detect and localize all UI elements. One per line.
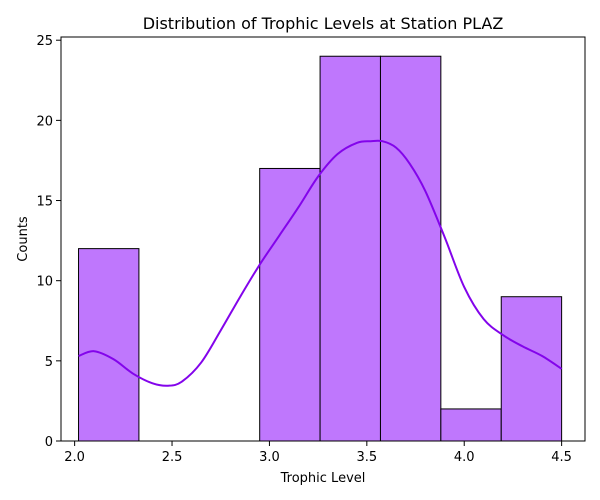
x-tick-label: 3.0 xyxy=(259,450,280,465)
x-tick-label: 2.0 xyxy=(64,450,85,465)
x-axis-label: Trophic Level xyxy=(280,471,366,486)
y-tick-label: 20 xyxy=(36,114,53,129)
plot-frame xyxy=(60,36,586,442)
histogram-bar xyxy=(259,167,321,442)
x-tick-label: 4.5 xyxy=(551,450,572,465)
histogram-bar xyxy=(440,408,502,442)
y-tick-label: 15 xyxy=(36,195,53,210)
x-tick-label: 3.5 xyxy=(356,450,377,465)
y-tick-label: 0 xyxy=(45,435,53,450)
y-tick-label: 10 xyxy=(36,275,53,290)
x-axis: 2.0 2.5 3.0 3.5 4.0 4.5 xyxy=(64,441,572,465)
bar-group xyxy=(78,55,563,442)
histogram-bar xyxy=(379,55,442,442)
histogram-bar xyxy=(78,248,140,442)
histogram-bar xyxy=(319,55,381,442)
x-tick-label: 4.0 xyxy=(454,450,475,465)
x-tick-label: 2.5 xyxy=(162,450,183,465)
y-tick-label: 5 xyxy=(45,355,53,370)
chart-title: Distribution of Trophic Levels at Statio… xyxy=(143,14,504,33)
y-axis-label: Counts xyxy=(16,216,31,262)
histogram-bar xyxy=(500,296,563,442)
kde-curve xyxy=(78,139,563,387)
y-axis: 0 5 10 15 20 25 xyxy=(36,34,61,450)
y-tick-label: 25 xyxy=(36,34,53,49)
